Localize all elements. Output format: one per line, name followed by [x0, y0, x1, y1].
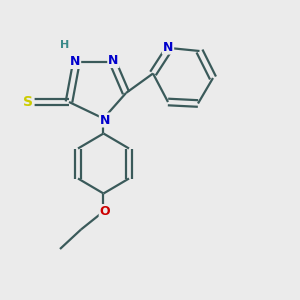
Text: O: O [100, 205, 110, 218]
Text: N: N [70, 55, 80, 68]
Text: S: S [23, 95, 34, 109]
Text: N: N [100, 113, 110, 127]
Text: N: N [163, 40, 173, 54]
Text: H: H [60, 40, 69, 50]
Text: N: N [108, 54, 118, 67]
